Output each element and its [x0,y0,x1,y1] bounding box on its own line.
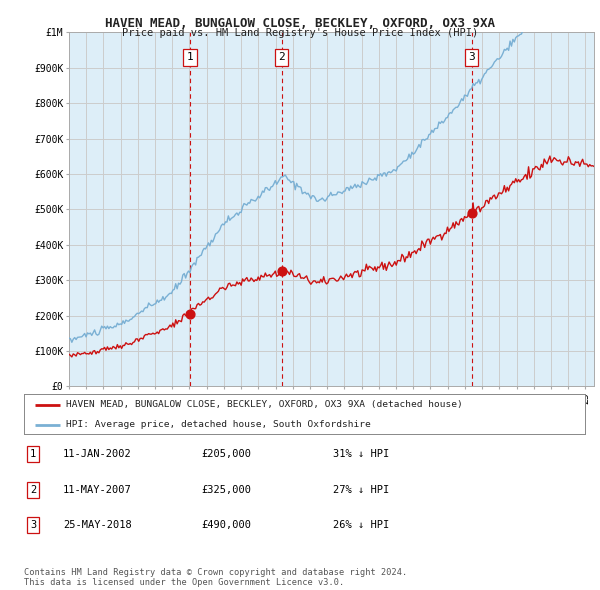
Text: HAVEN MEAD, BUNGALOW CLOSE, BECKLEY, OXFORD, OX3 9XA (detached house): HAVEN MEAD, BUNGALOW CLOSE, BECKLEY, OXF… [66,400,463,409]
Text: 25-MAY-2018: 25-MAY-2018 [63,520,132,530]
Text: 3: 3 [468,53,475,62]
Text: 2: 2 [30,485,36,494]
Text: £205,000: £205,000 [201,450,251,459]
Text: HPI: Average price, detached house, South Oxfordshire: HPI: Average price, detached house, Sout… [66,420,371,430]
Text: 3: 3 [30,520,36,530]
Text: Contains HM Land Registry data © Crown copyright and database right 2024.
This d: Contains HM Land Registry data © Crown c… [24,568,407,587]
Text: 31% ↓ HPI: 31% ↓ HPI [333,450,389,459]
Text: £325,000: £325,000 [201,485,251,494]
Text: 1: 1 [30,450,36,459]
Text: £490,000: £490,000 [201,520,251,530]
Text: 1: 1 [187,53,194,62]
Point [185,309,195,319]
Text: 11-MAY-2007: 11-MAY-2007 [63,485,132,494]
Text: 27% ↓ HPI: 27% ↓ HPI [333,485,389,494]
Text: HAVEN MEAD, BUNGALOW CLOSE, BECKLEY, OXFORD, OX3 9XA: HAVEN MEAD, BUNGALOW CLOSE, BECKLEY, OXF… [105,17,495,30]
Point [467,208,476,218]
Text: 2: 2 [278,53,285,62]
Point [277,267,287,276]
Text: Price paid vs. HM Land Registry's House Price Index (HPI): Price paid vs. HM Land Registry's House … [122,28,478,38]
Text: 11-JAN-2002: 11-JAN-2002 [63,450,132,459]
Text: 26% ↓ HPI: 26% ↓ HPI [333,520,389,530]
